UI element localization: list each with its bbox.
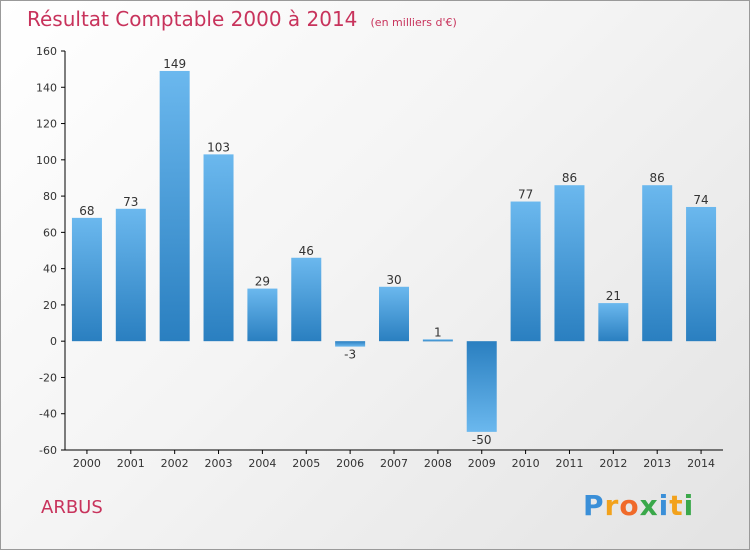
bar-value-label: 29	[255, 275, 270, 289]
bar	[291, 258, 321, 341]
y-tick-label: 160	[36, 45, 57, 58]
bar	[686, 207, 716, 341]
y-tick-label: 0	[50, 335, 57, 348]
x-tick-label: 2003	[205, 457, 233, 470]
bar	[204, 154, 234, 341]
x-tick-label: 2012	[599, 457, 627, 470]
chart-frame: Résultat Comptable 2000 à 2014 (en milli…	[0, 0, 750, 550]
y-tick-label: 60	[43, 226, 57, 239]
bar	[160, 71, 190, 341]
bar	[72, 218, 102, 341]
bar	[379, 287, 409, 341]
bar-value-label: 73	[123, 195, 138, 209]
y-tick-label: -20	[39, 371, 57, 384]
bar-value-label: 1	[434, 325, 442, 339]
bar-value-label: 30	[386, 273, 401, 287]
bar-value-label: 68	[79, 204, 94, 218]
logo-letter: t	[669, 489, 683, 522]
logo-letter: r	[605, 489, 620, 522]
x-tick-label: 2001	[117, 457, 145, 470]
logo-letter: x	[640, 489, 659, 522]
proxiti-logo[interactable]: Proxiti	[583, 489, 694, 522]
bar-value-label: 46	[299, 244, 314, 258]
bar-value-label: 77	[518, 188, 533, 202]
y-tick-label: 140	[36, 81, 57, 94]
logo-letter: P	[583, 489, 605, 522]
bar-value-label: 103	[207, 140, 230, 154]
x-tick-label: 2000	[73, 457, 101, 470]
x-tick-label: 2013	[643, 457, 671, 470]
y-tick-label: 120	[36, 118, 57, 131]
bar	[247, 289, 277, 342]
bar-value-label: 86	[650, 171, 665, 185]
y-tick-label: 100	[36, 154, 57, 167]
bar-value-label: 21	[606, 289, 621, 303]
commune-name: ARBUS	[41, 497, 103, 518]
bar-value-label: 74	[693, 193, 708, 207]
y-tick-label: 20	[43, 299, 57, 312]
bar	[467, 341, 497, 432]
x-tick-label: 2002	[161, 457, 189, 470]
x-tick-label: 2014	[687, 457, 715, 470]
bar	[116, 209, 146, 341]
x-tick-label: 2010	[512, 457, 540, 470]
bar-value-label: 86	[562, 171, 577, 185]
logo-letter: i	[684, 489, 695, 522]
y-tick-label: -60	[39, 444, 57, 457]
bar	[335, 341, 365, 346]
logo-letter: i	[659, 489, 670, 522]
bar	[642, 185, 672, 341]
x-tick-label: 2004	[248, 457, 276, 470]
bar-value-label: 149	[163, 57, 186, 71]
bar-chart: -60 -40 -20 0 20 40 60 80 100 120 140 160 68 2000 73 20…	[1, 1, 749, 549]
bar	[511, 202, 541, 342]
y-tick-label: -40	[39, 408, 57, 421]
bar-value-label: -3	[344, 348, 356, 362]
x-tick-label: 2008	[424, 457, 452, 470]
x-tick-label: 2006	[336, 457, 364, 470]
x-tick-label: 2011	[555, 457, 583, 470]
bar-value-label: -50	[472, 433, 492, 447]
bar	[423, 339, 453, 341]
y-tick-label: 80	[43, 190, 57, 203]
x-tick-label: 2005	[292, 457, 320, 470]
y-tick-label: 40	[43, 263, 57, 276]
bar	[554, 185, 584, 341]
bar	[598, 303, 628, 341]
logo-letter: o	[619, 489, 639, 522]
x-tick-label: 2009	[468, 457, 496, 470]
x-tick-label: 2007	[380, 457, 408, 470]
